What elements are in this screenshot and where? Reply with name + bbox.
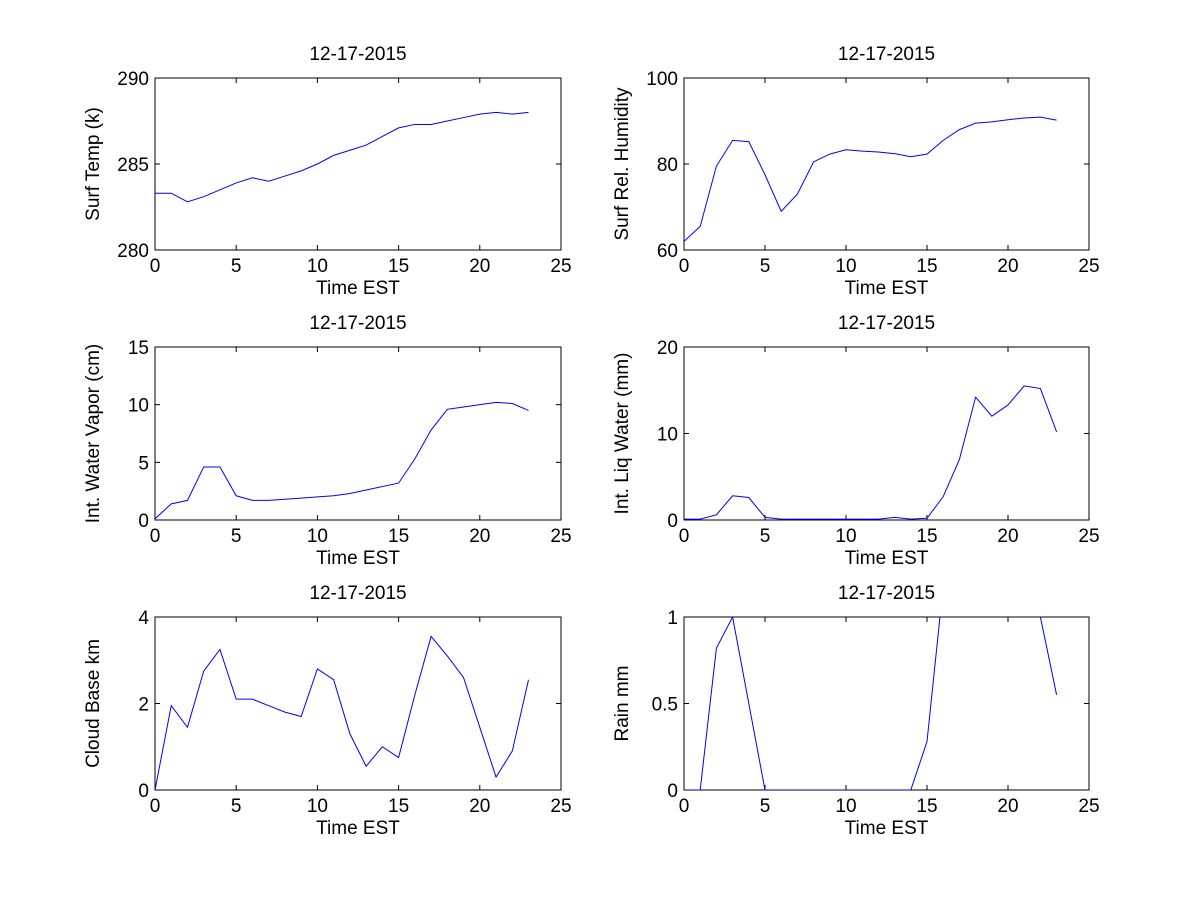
y-tick-label: 2: [138, 695, 149, 716]
y-label: Surf Rel. Humidity: [612, 87, 633, 241]
y-label: Int. Liq Water (mm): [612, 353, 633, 515]
x-label: Time EST: [845, 548, 929, 569]
x-label: Time EST: [316, 818, 400, 839]
subplot: 0 5 10 15 20 25 60 80 100 12-17-2015 Time EST Surf …: [612, 44, 1100, 299]
x-tick-label: 25: [550, 526, 571, 547]
subplot: 0 5 10 15 20 25 0 2 4 12-17-2015 Time EST Cloud Bas…: [83, 583, 572, 839]
x-tick-label: 15: [388, 256, 409, 277]
x-tick-label: 15: [916, 526, 937, 547]
x-tick-label: 0: [150, 256, 161, 277]
y-label: Cloud Base km: [83, 639, 104, 768]
data-line: [684, 617, 1058, 790]
plot-area: [154, 616, 562, 791]
title: 12-17-2015: [838, 583, 935, 604]
y-tick-label: 0.5: [652, 695, 678, 716]
x-label: Time EST: [316, 548, 400, 569]
y-tick-label: 10: [128, 396, 149, 417]
title: 12-17-2015: [838, 313, 935, 334]
y-tick-label: 0: [667, 781, 678, 802]
y-tick-label: 280: [117, 241, 149, 262]
x-tick-label: 0: [679, 526, 690, 547]
plot-area: [683, 346, 1090, 521]
data-line: [155, 635, 530, 790]
title: 12-17-2015: [838, 44, 935, 65]
x-tick-label: 10: [307, 796, 328, 817]
y-tick-label: 60: [657, 241, 678, 262]
x-tick-label: 10: [835, 256, 856, 277]
y-tick-label: 290: [117, 69, 149, 90]
y-label: Int. Water Vapor (cm): [83, 344, 104, 523]
x-tick-label: 20: [469, 256, 490, 277]
subplot: 0 5 10 15 20 25 0 0.5 1 12-17-2015 Time EST Rain mm: [612, 583, 1100, 839]
data-line: [684, 385, 1058, 520]
data-line: [155, 401, 529, 520]
y-tick-label: 15: [128, 338, 149, 359]
x-tick-label: 25: [550, 796, 571, 817]
subplot: 0 5 10 15 20 25 0 10 20 12-17-2015 Time EST Int. Li…: [612, 313, 1100, 569]
x-tick-label: 15: [388, 796, 409, 817]
x-tick-label: 15: [916, 256, 937, 277]
x-tick-label: 5: [760, 256, 771, 277]
plot-area: [154, 77, 562, 251]
x-tick-label: 15: [916, 796, 937, 817]
y-label: Surf Temp (k): [83, 107, 104, 221]
y-tick-label: 0: [667, 511, 678, 532]
x-tick-label: 5: [760, 796, 771, 817]
title: 12-17-2015: [309, 44, 406, 65]
plot-area: [683, 77, 1090, 251]
y-tick-label: 0: [138, 781, 149, 802]
x-tick-label: 5: [760, 526, 771, 547]
y-label: Rain mm: [612, 665, 633, 741]
y-tick-label: 285: [117, 155, 149, 176]
x-tick-label: 25: [550, 256, 571, 277]
x-tick-label: 25: [1078, 256, 1099, 277]
x-tick-label: 10: [307, 256, 328, 277]
data-line: [684, 116, 1057, 242]
title: 12-17-2015: [309, 583, 406, 604]
x-tick-label: 0: [150, 796, 161, 817]
x-tick-label: 10: [307, 526, 328, 547]
y-tick-label: 0: [138, 511, 149, 532]
y-tick-label: 80: [657, 155, 678, 176]
subplot: 0 5 10 15 20 25 0 5 10 15 12-17-2015 Time EST Int. W…: [83, 313, 572, 569]
x-tick-label: 5: [231, 526, 242, 547]
x-label: Time EST: [845, 278, 929, 299]
x-tick-label: 10: [835, 526, 856, 547]
y-tick-label: 20: [657, 338, 678, 359]
x-tick-label: 20: [997, 526, 1018, 547]
x-tick-label: 25: [1078, 526, 1099, 547]
x-tick-label: 0: [679, 256, 690, 277]
x-label: Time EST: [845, 818, 929, 839]
x-tick-label: 0: [679, 796, 690, 817]
data-line: [155, 111, 529, 203]
x-tick-label: 0: [150, 526, 161, 547]
x-tick-label: 20: [997, 796, 1018, 817]
x-tick-label: 20: [997, 256, 1018, 277]
x-tick-label: 20: [469, 796, 490, 817]
y-tick-label: 100: [646, 69, 678, 90]
y-tick-label: 1: [667, 608, 678, 629]
x-tick-label: 5: [231, 256, 242, 277]
y-tick-label: 5: [138, 453, 149, 474]
x-tick-label: 15: [388, 526, 409, 547]
x-tick-label: 20: [469, 526, 490, 547]
plot-area: [154, 346, 562, 521]
x-tick-label: 5: [231, 796, 242, 817]
title: 12-17-2015: [309, 313, 406, 334]
x-tick-label: 25: [1078, 796, 1099, 817]
subplot: 0 5 10 15 20 25 280 285 290 12-17-2015 Time EST Sur…: [83, 44, 572, 299]
y-tick-label: 10: [657, 425, 678, 446]
x-tick-label: 10: [835, 796, 856, 817]
plot-area: [683, 616, 1090, 791]
y-tick-label: 4: [138, 608, 149, 629]
x-label: Time EST: [316, 278, 400, 299]
